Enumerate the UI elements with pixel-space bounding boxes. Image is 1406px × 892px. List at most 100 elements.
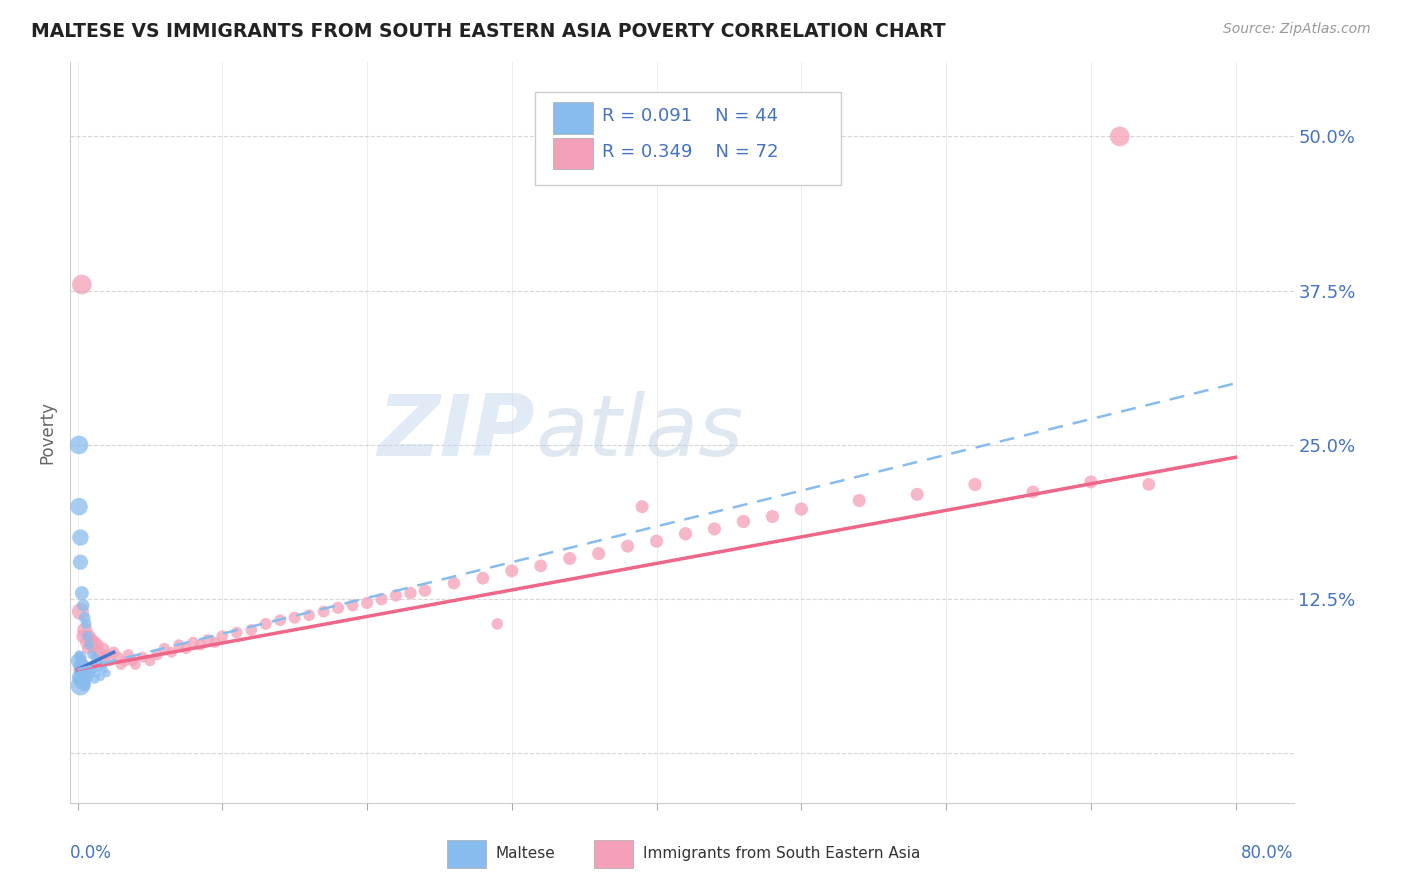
Point bbox=[167, 638, 190, 652]
Point bbox=[761, 509, 783, 524]
Point bbox=[93, 641, 115, 656]
Point bbox=[413, 583, 436, 598]
Point bbox=[79, 666, 101, 681]
Point bbox=[67, 657, 90, 672]
Point bbox=[254, 616, 277, 631]
Point bbox=[107, 650, 129, 665]
Text: atlas: atlas bbox=[536, 391, 744, 475]
Point bbox=[80, 663, 103, 677]
Point bbox=[69, 670, 91, 684]
Point bbox=[69, 531, 91, 545]
Point bbox=[93, 657, 115, 672]
Point bbox=[84, 650, 107, 665]
Point bbox=[70, 674, 93, 689]
Text: R = 0.091    N = 44: R = 0.091 N = 44 bbox=[602, 108, 779, 126]
Point bbox=[76, 629, 98, 643]
Point bbox=[733, 515, 755, 529]
Point bbox=[1108, 129, 1130, 144]
Point bbox=[631, 500, 654, 514]
Point bbox=[342, 599, 364, 613]
FancyBboxPatch shape bbox=[593, 840, 633, 868]
Point bbox=[183, 635, 205, 649]
Point bbox=[790, 502, 813, 516]
Point bbox=[399, 586, 422, 600]
Point bbox=[80, 648, 103, 662]
Point bbox=[269, 613, 291, 627]
Point bbox=[240, 623, 263, 637]
Point bbox=[69, 660, 91, 674]
Point bbox=[298, 608, 321, 623]
Point bbox=[848, 493, 870, 508]
Point bbox=[75, 616, 97, 631]
Point bbox=[72, 673, 94, 687]
Point bbox=[70, 277, 93, 292]
Point bbox=[174, 641, 197, 656]
Point bbox=[70, 666, 93, 681]
Point bbox=[96, 648, 118, 662]
Point bbox=[114, 654, 136, 668]
FancyBboxPatch shape bbox=[536, 92, 841, 185]
Point bbox=[471, 571, 494, 585]
Text: 0.0%: 0.0% bbox=[70, 844, 112, 862]
Point bbox=[225, 625, 247, 640]
FancyBboxPatch shape bbox=[447, 840, 486, 868]
Point bbox=[76, 670, 98, 684]
Point bbox=[284, 611, 307, 625]
Point bbox=[75, 664, 97, 678]
Point bbox=[530, 558, 553, 573]
Point bbox=[93, 663, 115, 677]
Point bbox=[90, 650, 112, 665]
Point bbox=[963, 477, 986, 491]
Point bbox=[645, 534, 668, 549]
Text: ZIP: ZIP bbox=[377, 391, 536, 475]
Point bbox=[131, 650, 153, 665]
Point bbox=[703, 522, 725, 536]
Point bbox=[443, 576, 465, 591]
Y-axis label: Poverty: Poverty bbox=[38, 401, 56, 464]
Point bbox=[616, 539, 638, 553]
Point bbox=[67, 648, 90, 662]
Point bbox=[73, 657, 96, 672]
Point bbox=[73, 669, 96, 683]
Point bbox=[67, 663, 90, 677]
Text: MALTESE VS IMMIGRANTS FROM SOUTH EASTERN ASIA POVERTY CORRELATION CHART: MALTESE VS IMMIGRANTS FROM SOUTH EASTERN… bbox=[31, 22, 946, 41]
Point bbox=[211, 629, 233, 643]
Point bbox=[72, 629, 94, 643]
Point bbox=[72, 599, 94, 613]
Point bbox=[1137, 477, 1160, 491]
Point bbox=[84, 635, 107, 649]
Point bbox=[69, 650, 91, 665]
Point bbox=[67, 673, 90, 687]
Point bbox=[486, 616, 509, 631]
Point bbox=[70, 586, 93, 600]
Point bbox=[75, 635, 97, 649]
Point bbox=[79, 638, 101, 652]
Point bbox=[82, 641, 104, 656]
Text: Immigrants from South Eastern Asia: Immigrants from South Eastern Asia bbox=[643, 846, 920, 861]
Point bbox=[90, 670, 112, 684]
Point bbox=[501, 564, 523, 578]
Point bbox=[160, 645, 183, 659]
Point bbox=[385, 589, 408, 603]
Point bbox=[124, 657, 146, 672]
Point bbox=[72, 663, 94, 677]
FancyBboxPatch shape bbox=[554, 138, 592, 169]
Point bbox=[69, 605, 91, 619]
Point bbox=[67, 500, 90, 514]
Point bbox=[197, 632, 219, 647]
Point bbox=[146, 648, 169, 662]
Point bbox=[204, 635, 226, 649]
Point bbox=[1080, 475, 1102, 489]
Point bbox=[87, 638, 110, 652]
Point bbox=[67, 654, 90, 668]
Point bbox=[86, 666, 108, 681]
Point bbox=[121, 654, 143, 668]
Point bbox=[96, 666, 118, 681]
Point bbox=[77, 638, 100, 652]
Point bbox=[82, 657, 104, 672]
Point bbox=[588, 547, 610, 561]
Point bbox=[98, 654, 121, 668]
Point bbox=[77, 660, 100, 674]
Point bbox=[69, 555, 91, 569]
Point bbox=[76, 641, 98, 656]
